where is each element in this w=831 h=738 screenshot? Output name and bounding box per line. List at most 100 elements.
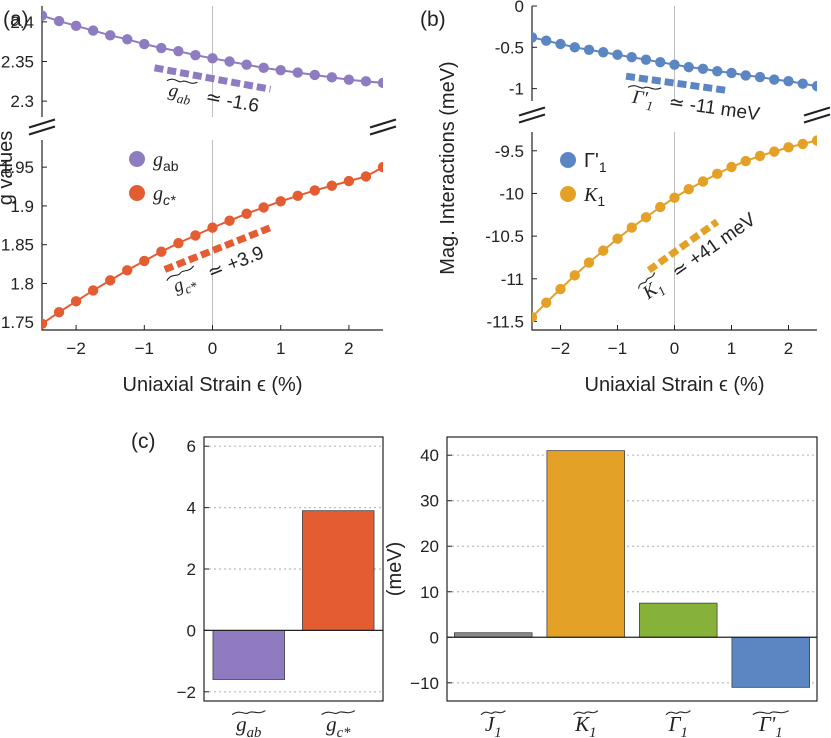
- slope-symbol: gc*: [166, 265, 200, 297]
- slope-symbol: Γ'1: [627, 85, 662, 114]
- category-label-text: Γ1: [668, 712, 688, 738]
- slope-symbol-text: Γ'1: [629, 86, 655, 113]
- x-tick-label: 1: [276, 339, 285, 358]
- data-point: [811, 80, 817, 92]
- data-point: [769, 74, 780, 85]
- y-tick-label: 40: [420, 446, 439, 465]
- data-point: [105, 275, 116, 286]
- y-tick-label: 1.85: [1, 236, 34, 255]
- data-point: [173, 237, 184, 249]
- category-label-text: Γ'1: [758, 712, 783, 738]
- data-point: [797, 78, 808, 89]
- y-tick-label: 0: [430, 628, 439, 647]
- data-point: [309, 69, 320, 81]
- data-point: [53, 15, 65, 27]
- data-point: [360, 171, 372, 182]
- data-point: [70, 20, 82, 32]
- y-tick-label: -10.5: [485, 227, 524, 246]
- slope-symbol-text: gab: [166, 80, 193, 108]
- data-point: [640, 54, 652, 65]
- y-tick-label: -0.5: [495, 38, 524, 57]
- data-point: [626, 52, 637, 63]
- tilde-mark: [321, 710, 356, 716]
- slope-symbol-text: K1: [638, 275, 669, 307]
- y-tick-label: 0: [187, 621, 196, 640]
- data-point: [42, 10, 48, 21]
- y-tick-label: 2: [187, 560, 196, 579]
- slope-indicator: [625, 72, 727, 94]
- tilde-mark: [166, 78, 198, 84]
- x-tick-label: 0: [208, 339, 217, 358]
- data-point: [712, 168, 723, 180]
- data-point: [811, 135, 817, 146]
- panel-b: -1 -0.5 0 -11.5 -11 -10.5 -10 -9.5 −2 −1 0 1 2 Uniaxi…: [420, 0, 831, 396]
- data-point: [740, 155, 751, 167]
- data-point: [377, 161, 383, 173]
- data-point: [139, 38, 150, 50]
- plot-frame: [446, 436, 818, 702]
- data-point: [377, 77, 383, 89]
- data-point: [532, 32, 538, 43]
- slope-symbol: K1: [638, 272, 669, 307]
- data-point: [612, 49, 623, 60]
- data-point: [583, 257, 595, 268]
- x-axis-label: Uniaxial Strain ϵ (%): [123, 374, 303, 396]
- bar: [302, 510, 375, 631]
- data-point: [258, 62, 269, 74]
- category-label-text: K1: [574, 712, 596, 738]
- panel-label: (a): [3, 8, 29, 31]
- y-tick-label: 2.35: [1, 53, 34, 72]
- panel-a: 2.3 2.35 2.4 1.75 1.8 1.85 1.9 1.95 −2 −1 0 1 2 Uniax…: [0, 6, 397, 396]
- data-point: [241, 208, 252, 219]
- data-point: [655, 56, 666, 68]
- data-point: [326, 72, 338, 83]
- x-tick-label: −1: [135, 339, 154, 358]
- data-point: [555, 38, 566, 50]
- y-tick-label: 10: [420, 583, 439, 602]
- data-point: [156, 42, 167, 54]
- data-point: [360, 76, 372, 87]
- data-point: [598, 245, 609, 256]
- category-label: J1: [480, 710, 506, 738]
- panel-c-right: −10 0 10 20 30 40 J1 K1 Γ1 Γ'1 (meV): [384, 436, 818, 738]
- data-point: [207, 53, 218, 64]
- slope-value: ≃ -11 meV: [667, 92, 761, 126]
- series-gab: [42, 10, 383, 89]
- category-label: Γ1: [665, 710, 691, 738]
- y-tick-label: 2.3: [10, 92, 34, 111]
- data-point: [122, 265, 133, 276]
- y-tick-label: -11: [501, 270, 524, 289]
- data-point: [541, 297, 552, 308]
- y-tick-label: 0: [515, 0, 524, 16]
- y-tick-label: −10: [410, 674, 439, 693]
- data-point: [309, 185, 320, 196]
- x-tick-label: 0: [670, 339, 679, 358]
- slope-symbol: gab: [166, 78, 198, 108]
- data-point: [87, 25, 99, 36]
- category-label-text: gc*: [326, 712, 351, 738]
- slope-indicator: [646, 218, 720, 274]
- data-point: [541, 35, 552, 46]
- panel-label: (c): [131, 430, 156, 453]
- y-tick-label: 1.8: [10, 274, 34, 293]
- legend-marker: [560, 152, 576, 168]
- data-point: [612, 233, 623, 244]
- x-tick-label: −1: [608, 339, 627, 358]
- data-point: [292, 190, 303, 202]
- category-label: Γ'1: [752, 710, 789, 738]
- y-tick-label: -10: [499, 184, 524, 203]
- tilde-mark: [573, 710, 599, 716]
- bar: [639, 602, 718, 638]
- axis-break-mark: [518, 106, 546, 124]
- data-point: [190, 49, 201, 61]
- data-point: [224, 56, 235, 67]
- y-axis-label: (meV): [384, 542, 406, 596]
- data-point: [292, 67, 303, 78]
- panel-c-left: −2 0 2 4 6 gab gc* (c): [131, 430, 384, 738]
- x-tick-label: −2: [66, 339, 85, 358]
- data-point: [669, 59, 680, 70]
- y-tick-label: -11.5: [487, 312, 525, 331]
- x-tick-label: 2: [344, 339, 353, 358]
- data-point: [156, 246, 167, 257]
- data-point: [258, 202, 269, 213]
